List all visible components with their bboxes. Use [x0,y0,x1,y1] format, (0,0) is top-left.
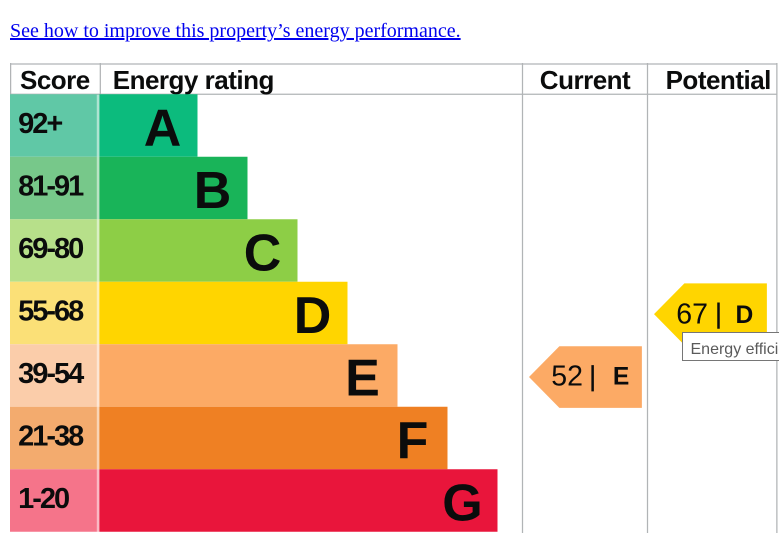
svg-text:Current: Current [540,65,631,95]
svg-text:C: C [244,224,282,282]
svg-text:67: 67 [676,298,708,330]
svg-text:Potential: Potential [666,65,771,95]
svg-text:52: 52 [551,360,583,392]
svg-text:81-91: 81-91 [18,170,84,202]
svg-text:A: A [144,99,182,157]
svg-text:Score: Score [20,65,90,95]
svg-text:55-68: 55-68 [18,295,84,327]
svg-text:D: D [294,287,332,345]
svg-text:E: E [613,363,629,390]
svg-text:69-80: 69-80 [18,233,83,265]
svg-text:21-38: 21-38 [18,420,84,452]
svg-text:D: D [736,302,754,329]
svg-text:1-20: 1-20 [18,483,69,515]
svg-text:E: E [345,349,380,407]
svg-text:Energy rating: Energy rating [113,65,274,95]
svg-text:G: G [442,474,482,532]
svg-text:92+: 92+ [18,108,62,140]
svg-text:B: B [194,162,232,220]
svg-text:39-54: 39-54 [18,358,84,390]
svg-text:F: F [397,412,429,470]
